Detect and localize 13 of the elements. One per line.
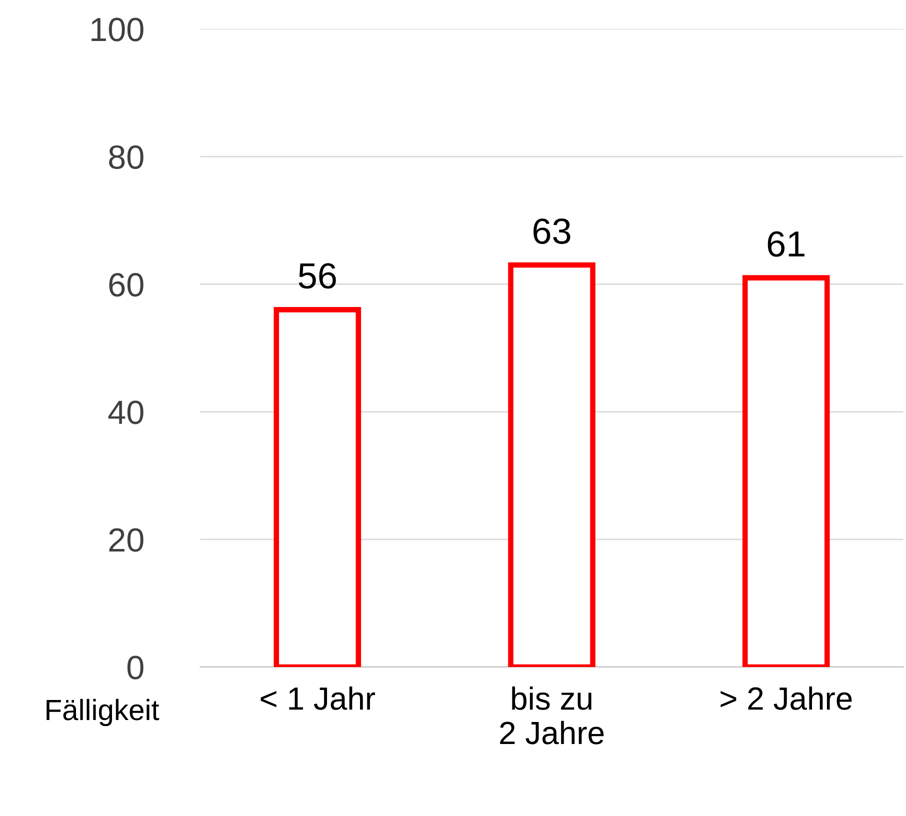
x-tick-label: < 1 Jahr — [260, 686, 376, 710]
y-tick-label: 0 — [127, 656, 144, 680]
data-label: 63 — [534, 218, 570, 244]
data-label: 61 — [768, 231, 804, 257]
x-tick-label: bis zu 2 Jahre — [500, 686, 604, 744]
y-tick-label: 100 — [92, 18, 144, 42]
data-label: 56 — [298, 263, 336, 289]
x-tick-label: > 2 Jahre — [720, 686, 852, 710]
y-tick-label: 80 — [109, 145, 144, 169]
x-axis-title: Fälligkeit — [46, 698, 160, 726]
y-tick-label: 40 — [108, 400, 144, 424]
y-tick-label: 20 — [109, 528, 144, 552]
y-tick-label: 60 — [109, 272, 144, 297]
